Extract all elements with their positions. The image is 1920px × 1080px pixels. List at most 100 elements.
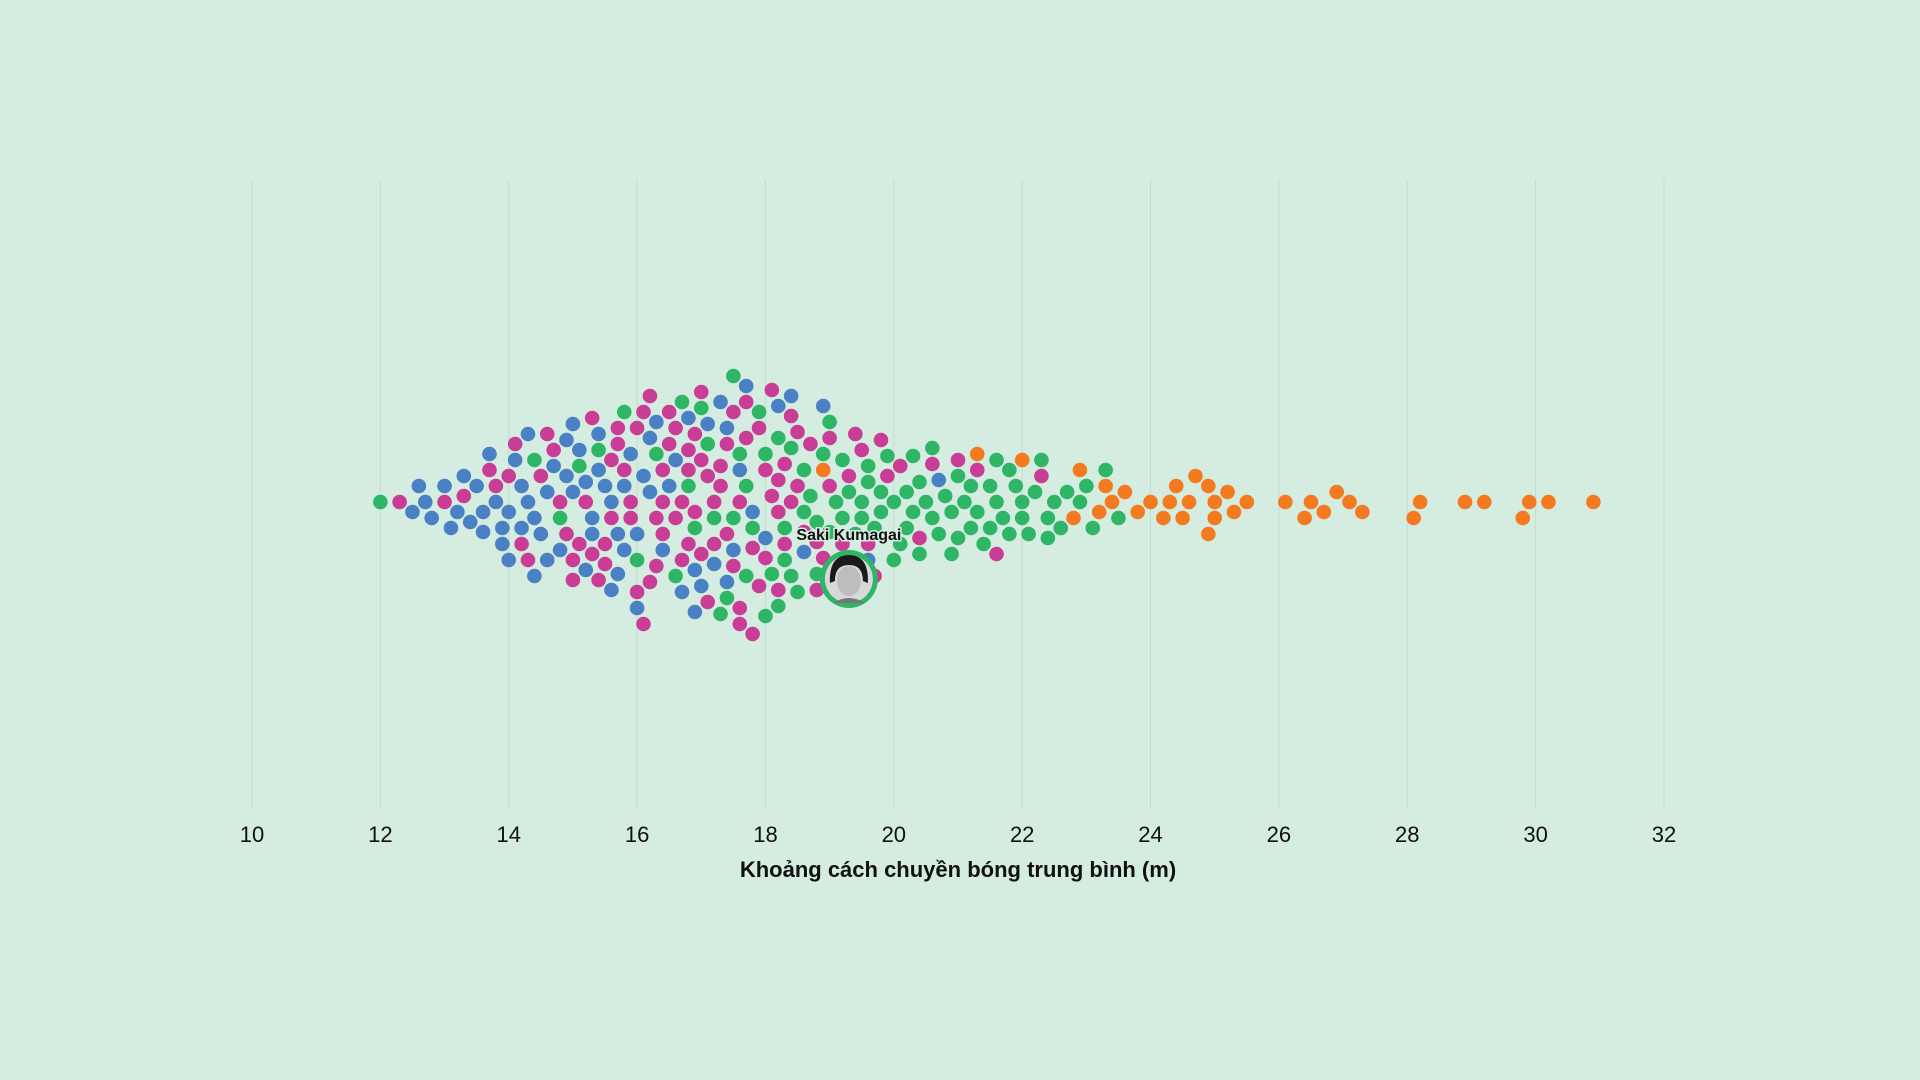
dot-green[interactable] — [527, 452, 542, 468]
dot-pink[interactable] — [591, 572, 606, 588]
dot-pink[interactable] — [758, 462, 773, 478]
dot-blue[interactable] — [488, 494, 504, 510]
dot-pink[interactable] — [649, 558, 664, 574]
dot-green[interactable] — [719, 590, 735, 606]
dot-green[interactable] — [822, 524, 837, 540]
dot-green[interactable] — [835, 510, 850, 526]
dot-green[interactable] — [950, 468, 966, 484]
dot-orange[interactable] — [1303, 494, 1319, 510]
dot-green[interactable] — [1008, 478, 1024, 494]
dot-orange[interactable] — [1188, 468, 1203, 484]
dot-green[interactable] — [1040, 530, 1056, 546]
dot-pink[interactable] — [706, 494, 722, 510]
dot-green[interactable] — [706, 510, 722, 526]
dot-blue[interactable] — [770, 398, 786, 414]
dot-green[interactable] — [1014, 494, 1030, 510]
dot-pink[interactable] — [732, 600, 748, 616]
dot-blue[interactable] — [578, 562, 594, 578]
dot-green[interactable] — [1053, 520, 1068, 536]
dot-green[interactable] — [1014, 510, 1030, 526]
dot-pink[interactable] — [732, 494, 748, 510]
dot-blue[interactable] — [661, 478, 677, 494]
dot-green[interactable] — [745, 520, 760, 536]
dot-orange[interactable] — [1586, 494, 1601, 510]
dot-blue[interactable] — [475, 504, 491, 520]
dot-pink[interactable] — [713, 458, 728, 474]
dot-orange[interactable] — [1207, 494, 1223, 510]
dot-pink[interactable] — [661, 436, 677, 452]
dot-pink[interactable] — [584, 546, 600, 562]
dot-green[interactable] — [796, 462, 812, 478]
dot-green[interactable] — [912, 546, 927, 562]
dot-orange[interactable] — [1091, 504, 1107, 520]
dot-blue[interactable] — [783, 388, 799, 404]
dot-blue[interactable] — [546, 458, 561, 474]
dot-green[interactable] — [982, 520, 998, 536]
dot-orange[interactable] — [1072, 462, 1088, 478]
dot-blue[interactable] — [815, 398, 831, 414]
dot-orange[interactable] — [1239, 494, 1255, 510]
dot-green[interactable] — [880, 448, 895, 464]
dot-orange[interactable] — [1156, 510, 1171, 526]
dot-orange[interactable] — [1412, 494, 1428, 510]
dot-green[interactable] — [963, 478, 979, 494]
dot-pink[interactable] — [636, 616, 651, 632]
dot-green[interactable] — [957, 494, 972, 510]
dot-green[interactable] — [899, 484, 914, 500]
dot-pink[interactable] — [681, 536, 696, 552]
dot-pink[interactable] — [616, 462, 632, 478]
dot-pink[interactable] — [912, 530, 927, 546]
dot-blue[interactable] — [623, 446, 638, 462]
dot-green[interactable] — [860, 474, 876, 490]
dot-pink[interactable] — [623, 510, 638, 526]
dot-pink[interactable] — [700, 468, 715, 484]
dot-pink[interactable] — [565, 552, 581, 568]
dot-blue[interactable] — [636, 468, 651, 484]
dot-pink[interactable] — [501, 468, 517, 484]
dot-green[interactable] — [777, 552, 793, 568]
dot-green[interactable] — [649, 446, 664, 462]
dot-green[interactable] — [989, 494, 1004, 510]
dot-blue[interactable] — [559, 468, 574, 484]
dot-blue[interactable] — [591, 462, 606, 478]
dot-pink[interactable] — [809, 582, 825, 598]
dot-orange[interactable] — [969, 446, 985, 462]
dot-green[interactable] — [629, 552, 645, 568]
dot-green[interactable] — [700, 436, 715, 452]
dot-pink[interactable] — [584, 410, 600, 426]
dot-pink[interactable] — [726, 404, 741, 420]
dot-blue[interactable] — [405, 504, 420, 520]
dot-pink[interactable] — [950, 452, 966, 468]
dot-blue[interactable] — [719, 420, 735, 436]
dot-pink[interactable] — [925, 456, 940, 472]
dot-pink[interactable] — [533, 468, 549, 484]
dot-green[interactable] — [751, 404, 767, 420]
dot-pink[interactable] — [706, 536, 722, 552]
dot-pink[interactable] — [668, 420, 683, 436]
dot-orange[interactable] — [1130, 504, 1146, 520]
dot-pink[interactable] — [726, 558, 741, 574]
dot-pink[interactable] — [713, 478, 728, 494]
dot-pink[interactable] — [719, 436, 735, 452]
dot-green[interactable] — [687, 520, 703, 536]
dot-pink[interactable] — [655, 526, 671, 542]
dot-green[interactable] — [783, 440, 799, 456]
dot-pink[interactable] — [437, 494, 452, 510]
dot-pink[interactable] — [514, 536, 529, 552]
dot-blue[interactable] — [456, 468, 472, 484]
dot-blue[interactable] — [758, 530, 773, 546]
dot-pink[interactable] — [610, 436, 626, 452]
dot-blue[interactable] — [482, 446, 497, 462]
dot-pink[interactable] — [565, 572, 581, 588]
dot-blue[interactable] — [604, 494, 619, 510]
dot-blue[interactable] — [443, 520, 459, 536]
dot-green[interactable] — [969, 504, 985, 520]
dot-orange[interactable] — [1297, 510, 1312, 526]
dot-pink[interactable] — [507, 436, 523, 452]
dot-pink[interactable] — [835, 536, 850, 552]
dot-pink[interactable] — [841, 468, 857, 484]
dot-pink[interactable] — [758, 550, 773, 566]
dot-blue[interactable] — [495, 520, 510, 536]
dot-pink[interactable] — [488, 478, 504, 494]
dot-blue[interactable] — [495, 536, 510, 552]
